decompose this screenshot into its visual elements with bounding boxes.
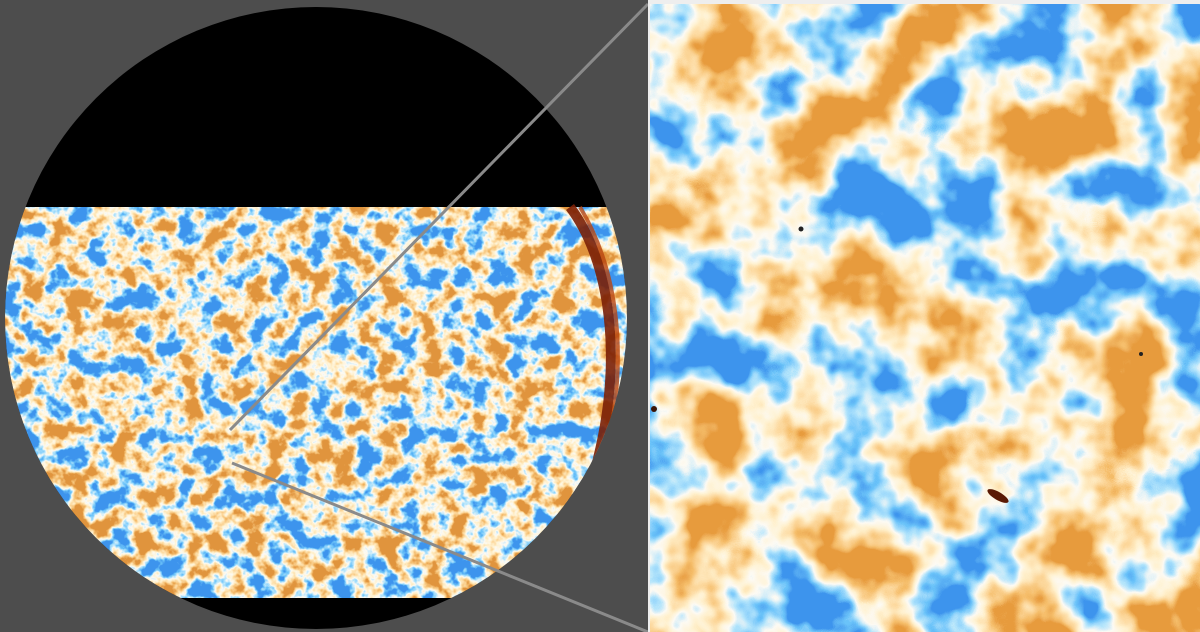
zoom-line-bottom [231, 461, 649, 632]
point-source [987, 489, 1009, 503]
zoom-map [650, 4, 1200, 632]
point-source [1139, 352, 1143, 356]
point-source [798, 226, 804, 232]
point-source [651, 406, 657, 412]
sky-disc [5, 7, 627, 629]
zoom-line-top [228, 2, 650, 432]
sky-map [5, 207, 627, 598]
